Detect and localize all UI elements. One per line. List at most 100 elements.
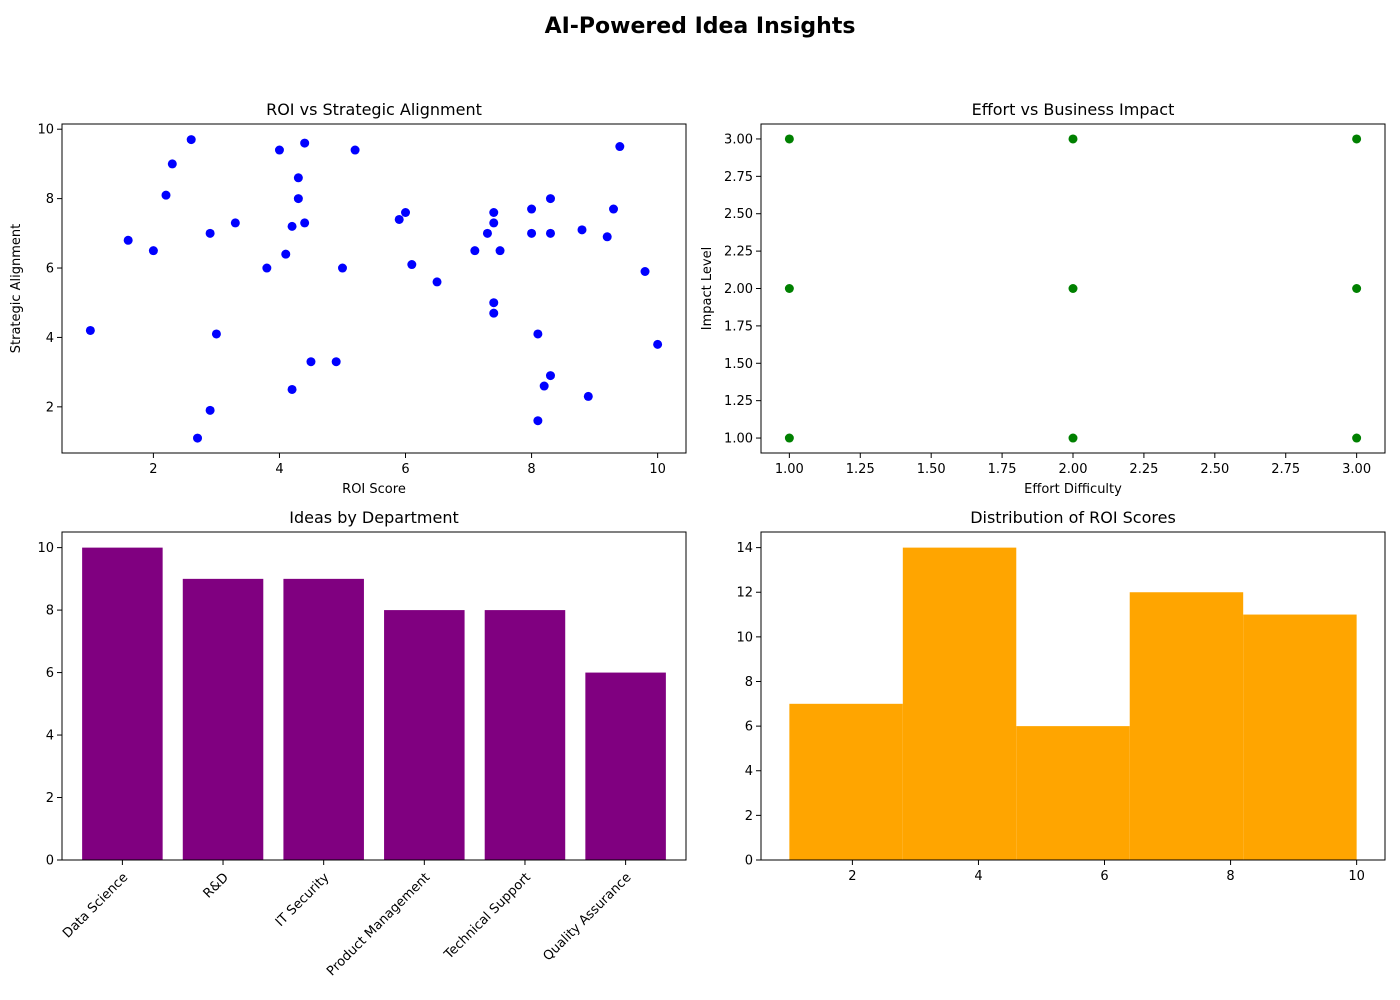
axes-frame — [61, 531, 687, 861]
scatter-point — [281, 249, 291, 259]
scatter-point — [211, 329, 221, 339]
x-tick-label: 4 — [974, 869, 982, 884]
scatter-point — [287, 221, 297, 231]
bar — [484, 610, 566, 860]
y-tick-label: 6 — [46, 262, 54, 277]
scatter-point — [470, 246, 480, 256]
x-tick-label: 1.00 — [775, 462, 804, 477]
category-label: IT Security — [273, 870, 333, 930]
bar — [384, 610, 465, 860]
scatter-point — [602, 232, 612, 242]
y-axis-label: Strategic Alignment — [9, 224, 24, 354]
y-tick-label: 6 — [745, 720, 753, 735]
y-tick-label: 10 — [37, 123, 54, 138]
scatter-point — [545, 371, 555, 381]
scatter-point — [193, 433, 203, 443]
scatter-point — [533, 416, 543, 426]
scatter-point — [394, 214, 404, 224]
scatter-point — [545, 194, 555, 204]
scatter-point — [300, 218, 310, 228]
histogram-bin — [1129, 592, 1244, 860]
scatter-point — [482, 228, 492, 238]
scatter-point — [489, 308, 499, 318]
scatter-point — [489, 218, 499, 228]
category-label: Quality Assurance — [540, 870, 634, 964]
bar — [283, 578, 364, 860]
scatter-point — [577, 225, 587, 235]
scatter-point — [167, 159, 177, 169]
histogram-bin — [789, 703, 903, 860]
x-tick-label: 2 — [149, 462, 157, 477]
scatter-point — [205, 228, 215, 238]
y-tick-label: 4 — [745, 764, 753, 779]
histogram-bin — [902, 547, 1017, 860]
scatter-point — [205, 405, 215, 415]
x-tick-label: 3.00 — [1342, 462, 1371, 477]
y-tick-label: 10 — [37, 541, 54, 556]
x-tick-label: 6 — [401, 462, 409, 477]
scatter-point — [539, 381, 549, 391]
scatter-point — [527, 228, 537, 238]
scatter-point — [784, 134, 794, 144]
y-tick-label: 0 — [46, 854, 54, 869]
x-tick-label: 2.25 — [1129, 462, 1158, 477]
bar — [182, 578, 264, 860]
x-tick-label: 2.00 — [1059, 462, 1088, 477]
scatter-point — [1352, 433, 1362, 443]
axes-frame — [61, 123, 687, 454]
bar — [585, 672, 666, 860]
scatter-point — [527, 204, 537, 214]
scatter-point — [85, 325, 95, 335]
scatter-point — [186, 135, 196, 145]
scatter-point — [401, 207, 411, 217]
scatter-point — [640, 266, 650, 276]
y-tick-label: 1.25 — [724, 394, 753, 409]
y-axis-label: Impact Level — [700, 247, 715, 330]
y-tick-label: 4 — [46, 729, 54, 744]
scatter-point — [583, 391, 593, 401]
category-label: Technical Support — [441, 870, 534, 963]
histogram-bin — [1016, 726, 1130, 860]
scatter-point — [784, 284, 794, 293]
scatter-point — [1352, 134, 1362, 144]
x-tick-label: 4 — [275, 462, 283, 477]
scatter-point — [230, 218, 240, 228]
scatter-point — [350, 145, 360, 155]
scatter-point — [331, 357, 341, 367]
scatter-point — [1068, 284, 1078, 293]
scatter-point — [262, 263, 272, 273]
scatter-point — [293, 194, 303, 204]
x-axis-label: ROI Score — [342, 482, 406, 497]
scatter-point — [489, 298, 499, 308]
scatter-point — [1068, 433, 1078, 443]
scatter-point — [545, 228, 555, 238]
scatter-point — [161, 190, 171, 200]
scatter-point — [495, 246, 505, 256]
scatter-point — [784, 433, 794, 443]
y-tick-label: 2 — [46, 791, 54, 806]
axes-title: Ideas by Department — [289, 508, 458, 527]
x-tick-label: 8 — [1226, 869, 1234, 884]
y-tick-label: 8 — [745, 675, 753, 690]
scatter-point — [1352, 284, 1362, 293]
axes-title: Effort vs Business Impact — [972, 100, 1175, 119]
x-tick-label: 8 — [527, 462, 535, 477]
y-tick-label: 8 — [46, 604, 54, 619]
scatter-point — [609, 204, 619, 214]
scatter-point — [337, 263, 347, 273]
axes-title: Distribution of ROI Scores — [970, 508, 1176, 527]
category-label: Data Science — [60, 870, 131, 941]
scatter-point — [287, 384, 297, 394]
y-tick-label: 12 — [736, 586, 753, 601]
y-tick-label: 2 — [745, 809, 753, 824]
y-tick-label: 1.50 — [724, 357, 753, 372]
scatter-point — [123, 235, 133, 245]
x-tick-label: 2 — [848, 869, 856, 884]
scatter-point — [1068, 134, 1078, 144]
y-tick-label: 8 — [46, 192, 54, 207]
y-tick-label: 2.00 — [724, 282, 753, 297]
x-tick-label: 10 — [649, 462, 666, 477]
axes-frame — [760, 531, 1386, 861]
scatter-point — [615, 142, 625, 152]
